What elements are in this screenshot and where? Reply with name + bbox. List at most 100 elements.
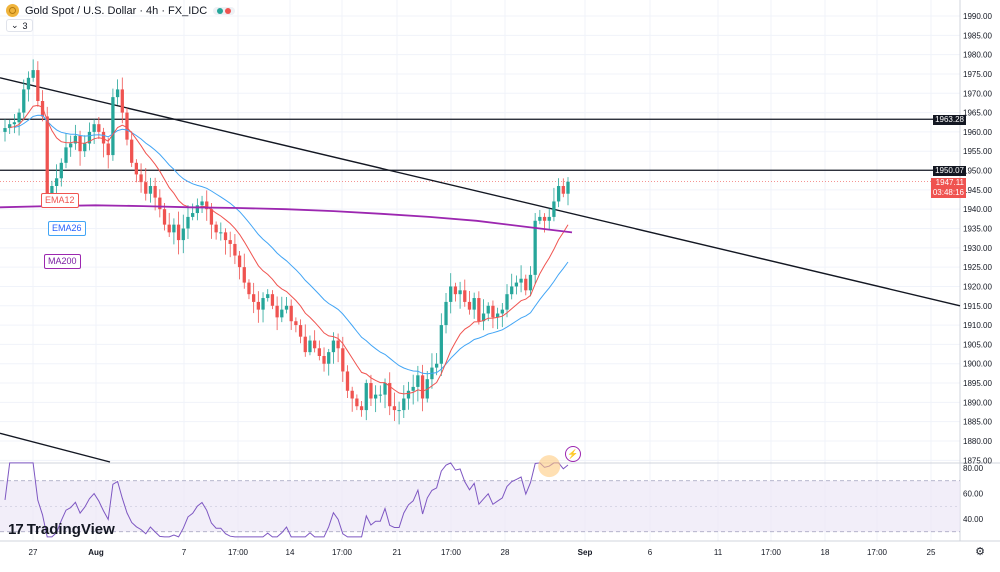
y-tick-label: 1895.00 <box>963 379 992 388</box>
x-tick-label: 17:00 <box>332 548 353 557</box>
ma200-label[interactable]: MA200 <box>44 254 81 269</box>
candle-body <box>491 305 495 318</box>
last-price-tag: 1947.11 03:48:16 <box>930 178 966 198</box>
candle-body <box>139 174 143 183</box>
candle-body <box>130 139 134 163</box>
candle-body <box>36 70 40 101</box>
candle-body <box>533 220 537 275</box>
last-price-value: 1947.11 <box>935 178 964 187</box>
candle-body <box>561 186 565 194</box>
indicators-collapse-button[interactable]: ⌄ 3 <box>6 19 33 32</box>
candle-body <box>106 143 110 156</box>
x-tick-label: 17:00 <box>441 548 462 557</box>
candle-body <box>237 255 242 268</box>
y-tick-label: 1910.00 <box>963 321 992 330</box>
y-tick-label: 1920.00 <box>963 282 992 291</box>
level-price-tag-1963: 1963.28 <box>933 115 966 125</box>
y-tick-label: 1990.00 <box>963 12 992 21</box>
candle-body <box>45 116 49 194</box>
y-tick-label: 1930.00 <box>963 244 992 253</box>
ema26-label[interactable]: EMA26 <box>48 221 86 236</box>
x-tick-label: 21 <box>393 548 402 557</box>
candle-body <box>331 340 336 353</box>
x-tick-label: 11 <box>714 548 723 557</box>
candle-body <box>355 398 359 407</box>
x-tick-label: 18 <box>821 548 830 557</box>
candle-body <box>434 363 439 368</box>
candle-body <box>359 406 364 411</box>
candle-body <box>228 240 232 244</box>
candle-body <box>514 282 519 287</box>
candle-body <box>402 398 406 411</box>
candle-body <box>439 325 443 364</box>
y-tick-label: 1940.00 <box>963 205 992 214</box>
candle-body <box>552 201 556 217</box>
x-tick-label: Aug <box>88 548 104 557</box>
candle-body <box>73 135 78 144</box>
y-tick-label: 1875.00 <box>963 456 992 465</box>
candle-body <box>392 406 397 411</box>
candle-body <box>275 305 279 318</box>
y-tick-label: 1885.00 <box>963 418 992 427</box>
candle-body <box>289 305 293 322</box>
candle-body <box>416 375 420 387</box>
x-tick-label: 7 <box>182 548 187 557</box>
market-status-badge[interactable] <box>213 6 236 15</box>
rsi-highlight-marker <box>538 455 561 478</box>
candle-body <box>547 216 551 221</box>
candle-body <box>467 301 472 310</box>
candle-body <box>101 131 106 144</box>
tradingview-logo[interactable]: 17 TradingView <box>8 521 115 538</box>
gold-symbol-icon <box>6 4 19 17</box>
bar-countdown: 03:48:16 <box>932 188 964 197</box>
y-tick-label: 1955.00 <box>963 147 992 156</box>
candle-body <box>303 336 307 353</box>
y-tick-label: 1915.00 <box>963 302 992 311</box>
x-tick-label: 17:00 <box>867 548 888 557</box>
candle-body <box>200 201 204 206</box>
descending-trendline <box>0 77 961 307</box>
candle-body <box>341 348 345 372</box>
ema12-label[interactable]: EMA12 <box>41 193 79 208</box>
candle-body <box>350 390 354 399</box>
level-price-tag-1950: 1950.07 <box>933 166 966 176</box>
candle-body <box>345 371 350 391</box>
ema26-line <box>14 114 569 375</box>
candle-body <box>538 216 542 221</box>
symbol-title[interactable]: Gold Spot / U.S. Dollar · 4h · FX_IDC <box>25 4 208 17</box>
candle-body <box>148 186 153 194</box>
y-tick-label: 1975.00 <box>963 70 992 79</box>
candle-body <box>566 181 570 194</box>
candle-body <box>59 162 63 179</box>
y-tick-label: 1880.00 <box>963 437 992 446</box>
candle-body <box>383 383 387 395</box>
candle-body <box>528 274 533 291</box>
candle-body <box>233 243 237 256</box>
candle-body <box>261 298 265 310</box>
lightning-icon[interactable]: ⚡ <box>565 446 581 462</box>
candle-body <box>336 340 340 349</box>
candle-body <box>397 410 401 412</box>
candle-body <box>40 101 45 117</box>
candle-body <box>369 383 373 399</box>
candle-body <box>486 305 490 314</box>
candle-body <box>280 309 284 318</box>
candle-body <box>322 356 326 364</box>
candle-body <box>54 178 59 186</box>
candle-body <box>294 321 298 326</box>
delay-icon <box>225 7 232 14</box>
ema12-line <box>9 104 569 395</box>
candle-body <box>153 186 157 198</box>
candle-body <box>176 224 181 241</box>
candle-body <box>472 298 476 310</box>
logo-text: TradingView <box>26 521 115 538</box>
candle-body <box>144 182 148 194</box>
candle-body <box>420 375 425 399</box>
y-tick-label: 1925.00 <box>963 263 992 272</box>
candle-body <box>214 224 218 233</box>
candle-body <box>8 124 12 129</box>
candle-body <box>505 294 509 310</box>
settings-gear-icon[interactable]: ⚙ <box>975 546 985 558</box>
